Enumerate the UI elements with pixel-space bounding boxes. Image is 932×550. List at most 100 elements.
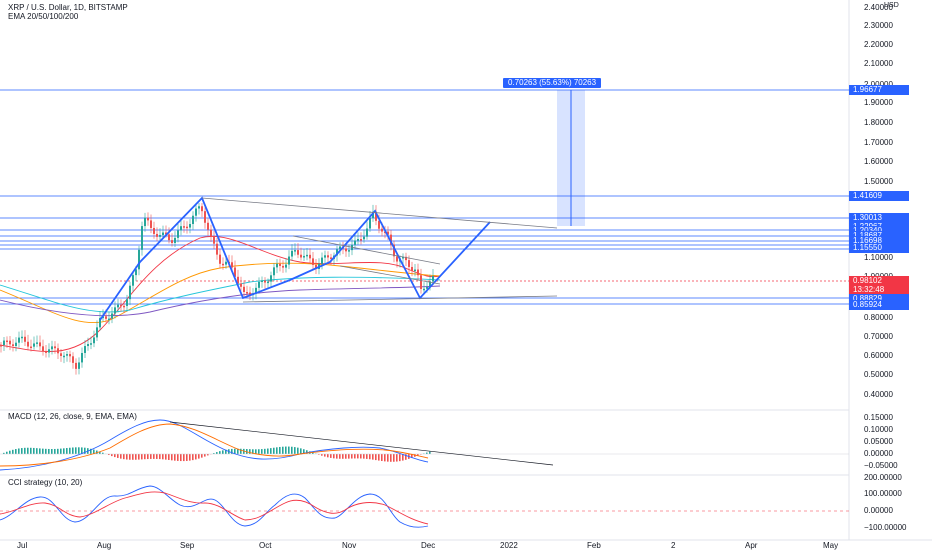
cci-line [0,485,429,528]
macd-bar [174,454,176,461]
macd-bar [399,454,401,462]
candle-body [204,211,206,223]
candle-body [18,337,20,343]
macd-bar [33,447,35,454]
macd-tick: 0.15000 [864,413,893,422]
candle-body [75,362,77,369]
candle-body [327,255,329,258]
horizontal-levels[interactable] [0,89,849,305]
candle-body [432,275,434,282]
candle-body [105,316,107,319]
candle-body [183,226,185,228]
macd-bar [237,448,239,454]
macd-bar [240,448,242,454]
macd-bar [219,451,221,454]
candle-body [39,342,41,347]
macd-bar [159,454,161,460]
candle-body [51,346,53,350]
macd-bar [405,454,407,460]
candle-body [366,228,368,237]
candle-body [144,217,146,227]
candle-body [300,254,302,258]
candle-body [27,341,29,347]
candle-body [372,211,374,219]
cci-tick: 100.00000 [864,489,902,498]
macd-bar [285,446,287,454]
candle-body [165,232,167,235]
macd-bar [396,454,398,462]
candle-body [405,256,407,261]
candle-body [312,258,314,265]
macd-bar [198,454,200,459]
candle-body [282,265,284,268]
candle-body [96,327,98,338]
measure-label: 0.70263 (55.63%) 70263 [503,78,602,88]
candle-body [3,340,5,345]
macd-bar [189,454,191,461]
candle-body [336,249,338,256]
zigzag-pattern[interactable] [99,196,491,321]
candle-body [270,275,272,282]
candle-body [33,343,35,347]
candle-body [216,243,218,255]
level-price-tag: 1.15550 [849,243,909,253]
macd-bar [375,454,377,461]
cci-tick: −100.00000 [864,523,907,532]
current-price-tag: 0.98102 [849,276,909,286]
macd-bar [255,449,257,454]
candle-body [192,215,194,225]
macd-bar [429,451,431,454]
candle-body [402,256,404,259]
macd-bar [66,448,68,454]
candle-body [24,336,26,342]
candle-body [129,285,131,300]
candle-body [339,246,341,250]
candle-body [21,336,23,339]
candle-body [267,281,269,284]
macd-bar [9,450,11,454]
candle-body [57,348,59,354]
candle-body [357,239,359,241]
candle-body [81,352,83,363]
candle-body [159,234,161,237]
candle-body [375,211,377,221]
macd-bar [48,448,50,454]
macd-bar [387,454,389,462]
macd-tick: 0.05000 [864,437,893,446]
support-price-tag: 0.88829 [849,294,909,304]
candle-body [12,344,14,346]
macd-bar [57,448,59,454]
candle-body [162,232,164,235]
price-candles [0,202,434,375]
candle-body [153,227,155,234]
macd-bar [231,448,233,454]
candle-body [261,280,263,283]
candle-body [231,262,233,268]
time-tick: Dec [421,541,436,550]
target-price-tag: 1.96677 [849,85,909,95]
candle-body [279,263,281,266]
macd-bar [138,454,140,460]
channel-trendlines[interactable] [201,197,558,303]
time-tick: 2 [671,541,676,550]
candle-body [114,307,116,314]
macd-divergence-line[interactable] [169,421,554,466]
macd-bar [417,454,419,456]
time-tick: 2022 [500,541,518,550]
time-tick: May [823,541,839,550]
candle-body [156,233,158,237]
macd-bar [330,454,332,458]
macd-bar [192,454,194,461]
macd-bar [12,449,14,454]
macd-bar [54,448,56,454]
candle-body [345,248,347,252]
macd-bar [81,447,83,454]
macd-bar [63,448,65,454]
macd-bar [381,454,383,462]
candle-body [417,269,419,276]
candle-body [42,346,44,352]
candle-body [210,229,212,237]
macd-bar [132,454,134,460]
candle-body [306,254,308,257]
